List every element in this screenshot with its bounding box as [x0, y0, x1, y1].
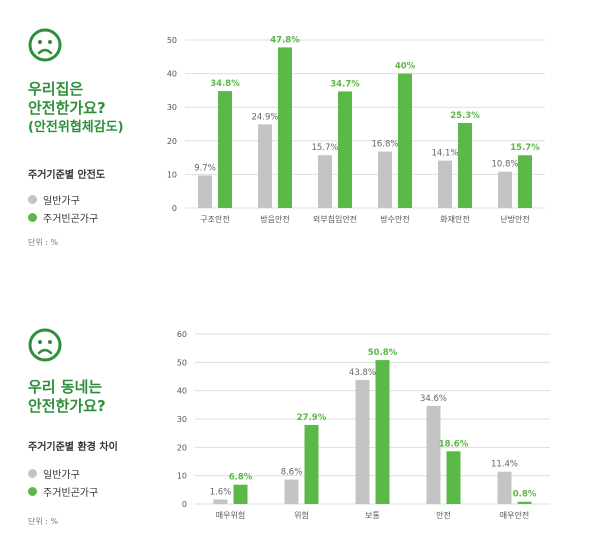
value-label-general: 11.4%: [491, 460, 518, 470]
page-title: 우리 동네는 안전한가요?: [28, 378, 106, 416]
x-category-label: 외부침입안전: [313, 214, 357, 224]
y-tick-label: 40: [167, 70, 177, 79]
bar-general: [426, 405, 441, 504]
environment-bar-chart: 0 10 20 30 40 50 60 1.6% 6.8% 매우위험 8.6% 27.9% 위험 43.8…: [177, 330, 550, 520]
bar-poor: [458, 122, 472, 208]
value-label-poor: 18.6%: [439, 439, 469, 449]
title-line-3: (안전위협체감도): [28, 120, 124, 135]
value-label-general: 9.7%: [194, 163, 216, 173]
legend-item-poor: 주거빈곤가구: [28, 482, 98, 500]
x-category-label: 화재안전: [440, 214, 469, 224]
legend-swatch-general: [28, 194, 37, 204]
x-category-label: 안전: [436, 510, 451, 520]
bar-poor: [375, 360, 390, 504]
bar-poor: [233, 484, 248, 504]
value-label-general: 16.8%: [371, 140, 398, 150]
unit-label: 단위 : %: [28, 238, 59, 247]
bar-general: [438, 160, 452, 208]
legend: 일반가구 주거빈곤가구: [28, 464, 98, 500]
legend-label-general: 일반가구: [43, 469, 80, 481]
safety-perception-panel: 우리집은 안전한가요? (안전위협체감도) 주거기준별 안전도 일반가구 주거빈…: [0, 0, 590, 270]
value-label-poor: 40%: [395, 62, 416, 72]
bar-poor: [304, 424, 319, 504]
value-label-general: 10.8%: [491, 160, 518, 170]
value-label-poor: 50.8%: [368, 348, 398, 358]
y-tick-label: 60: [177, 330, 187, 339]
y-tick-label: 20: [177, 443, 187, 452]
y-tick-label: 50: [177, 358, 187, 367]
legend-label-poor: 주거빈곤가구: [43, 487, 99, 499]
value-label-general: 24.9%: [251, 112, 278, 122]
legend-swatch-poor: [28, 486, 37, 496]
y-tick-label: 0: [172, 204, 177, 213]
value-label-poor: 6.8%: [229, 473, 253, 483]
y-tick-label: 10: [177, 472, 187, 481]
bar-general: [497, 471, 512, 504]
bar-general: [378, 151, 392, 208]
bar-poor: [517, 501, 532, 504]
x-category-label: 위험: [294, 511, 309, 520]
bar-general: [213, 499, 228, 504]
y-tick-label: 30: [177, 415, 187, 424]
legend-item-general: 일반가구: [28, 464, 98, 482]
legend-swatch-general: [28, 468, 37, 478]
bar-poor: [218, 91, 232, 208]
bar-poor: [278, 47, 292, 208]
y-tick-label: 10: [167, 170, 177, 179]
bar-general: [284, 479, 299, 504]
value-label-general: 8.6%: [281, 468, 303, 478]
value-label-general: 14.1%: [431, 149, 458, 159]
title-line-2: 안전한가요?: [28, 99, 106, 117]
sad-face-icon: [28, 328, 62, 362]
bar-general: [198, 175, 212, 208]
bar-general: [498, 171, 512, 208]
chart-subtitle: 주거기준별 환경 차이: [28, 442, 118, 453]
bar-general: [258, 124, 272, 208]
value-label-general: 1.6%: [210, 487, 232, 497]
unit-label: 단위 : %: [28, 517, 59, 526]
bar-poor: [338, 91, 352, 208]
value-label-general: 15.7%: [311, 143, 338, 153]
bar-general: [355, 379, 370, 504]
y-tick-label: 30: [167, 103, 177, 112]
value-label-poor: 34.8%: [210, 79, 240, 89]
x-category-label: 방수안전: [380, 214, 409, 224]
bar-poor: [518, 155, 532, 208]
y-tick-label: 40: [177, 387, 187, 396]
value-label-poor: 27.9%: [297, 413, 327, 423]
title-line-1: 우리집은: [28, 80, 84, 98]
x-category-label: 매우안전: [500, 510, 529, 520]
value-label-poor: 34.7%: [330, 79, 360, 89]
legend-label-general: 일반가구: [43, 195, 80, 207]
value-label-poor: 15.7%: [510, 143, 540, 153]
bar-poor: [398, 73, 412, 208]
legend-swatch-poor: [28, 212, 37, 222]
value-label-poor: 0.8%: [513, 490, 537, 500]
safety-bar-chart: 0 10 20 30 40 50 9.7% 34.8% 구조안전 24.9% 47.8% 방음안전 15…: [167, 35, 545, 224]
legend-item-general: 일반가구: [28, 190, 98, 208]
legend-label-poor: 주거빈곤가구: [43, 213, 99, 225]
y-tick-label: 50: [167, 36, 177, 45]
value-label-general: 43.8%: [349, 368, 376, 378]
x-category-label: 보통: [365, 511, 380, 520]
x-category-label: 난방안전: [500, 214, 529, 224]
sad-face-icon: [28, 28, 62, 62]
title-line-1: 우리 동네는: [28, 378, 103, 396]
x-category-label: 구조안전: [200, 214, 229, 224]
page-title: 우리집은 안전한가요? (안전위협체감도): [28, 80, 124, 137]
title-line-2: 안전한가요?: [28, 397, 106, 415]
legend: 일반가구 주거빈곤가구: [28, 190, 98, 226]
bar-general: [318, 155, 332, 208]
x-category-label: 매우위험: [216, 511, 245, 520]
neighborhood-safety-panel: 우리 동네는 안전한가요? 주거기준별 환경 차이 일반가구 주거빈곤가구 단위…: [0, 298, 590, 551]
value-label-general: 34.6%: [420, 394, 447, 404]
y-tick-label: 0: [182, 500, 187, 509]
x-category-label: 방음안전: [260, 214, 289, 224]
chart-subtitle: 주거기준별 안전도: [28, 170, 106, 181]
legend-item-poor: 주거빈곤가구: [28, 208, 98, 226]
bar-poor: [446, 451, 461, 504]
y-tick-label: 20: [167, 137, 177, 146]
value-label-poor: 47.8%: [270, 35, 300, 45]
value-label-poor: 25.3%: [450, 111, 480, 121]
